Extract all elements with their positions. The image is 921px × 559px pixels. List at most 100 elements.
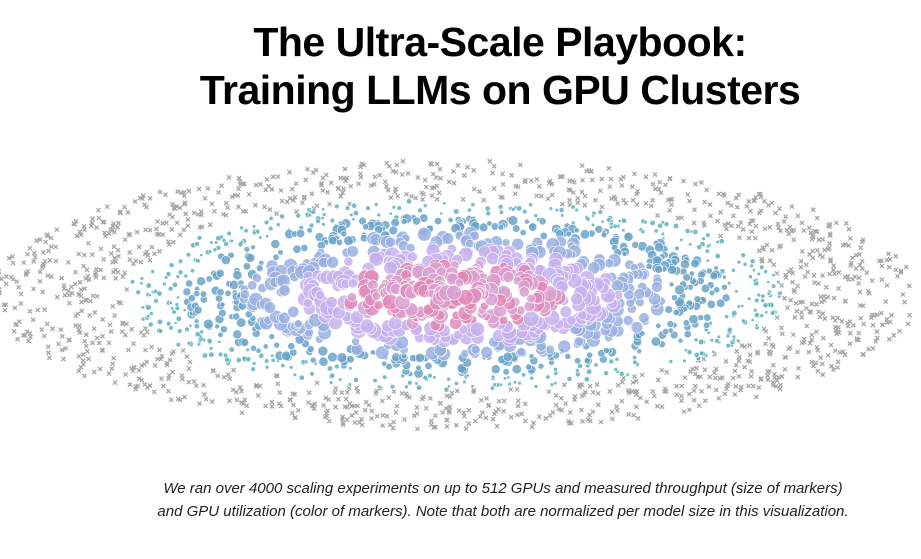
dot-marker (348, 366, 353, 371)
dot-marker (417, 227, 432, 242)
cross-marker (831, 263, 837, 269)
cross-marker (817, 314, 823, 320)
dot-marker (533, 384, 539, 389)
cross-marker (873, 338, 879, 344)
dot-marker (525, 363, 533, 371)
cross-marker (772, 371, 777, 377)
cross-marker (395, 193, 401, 199)
cross-marker (843, 220, 849, 226)
dot-marker (458, 324, 469, 335)
dot-marker (749, 263, 754, 269)
cross-marker (796, 365, 802, 371)
cross-marker (466, 407, 472, 413)
dot-marker (697, 314, 705, 322)
cross-marker (606, 165, 612, 171)
cross-marker (623, 200, 629, 206)
dot-marker (731, 334, 737, 340)
cross-marker (380, 413, 386, 418)
dot-marker (714, 253, 721, 260)
cross-marker (805, 269, 811, 275)
dot-marker (217, 351, 224, 358)
cross-marker (681, 409, 687, 415)
dot-marker (620, 217, 627, 224)
cross-marker (75, 311, 81, 317)
cross-marker (500, 181, 506, 187)
dot-marker (653, 242, 664, 253)
dot-marker (708, 289, 716, 297)
cross-marker (850, 322, 856, 328)
dot-marker (603, 370, 609, 376)
cross-marker (635, 415, 641, 421)
cross-marker (158, 356, 164, 362)
dot-marker (251, 230, 257, 236)
cross-marker (769, 200, 775, 206)
cross-marker (718, 209, 723, 215)
cross-marker (479, 410, 485, 416)
dot-marker (236, 317, 247, 328)
cross-marker (115, 247, 121, 253)
cross-marker (94, 293, 100, 299)
cross-marker (662, 386, 668, 392)
dot-marker (365, 205, 371, 211)
cross-marker (465, 164, 470, 170)
cross-marker (651, 393, 657, 399)
cross-marker (607, 184, 613, 190)
dot-marker (574, 207, 579, 213)
cross-marker (869, 312, 875, 318)
cross-marker (832, 324, 838, 330)
cross-marker (438, 175, 443, 181)
cross-marker (434, 196, 440, 202)
cross-marker (739, 343, 745, 348)
cross-marker (327, 201, 332, 207)
cross-marker (151, 389, 157, 395)
dot-marker (699, 350, 705, 356)
cross-marker (657, 179, 663, 185)
cross-marker (95, 207, 101, 213)
dot-marker (176, 328, 183, 334)
dot-marker (207, 249, 213, 254)
cross-marker (632, 171, 637, 177)
cross-marker (333, 404, 339, 410)
cross-marker (809, 236, 815, 242)
dot-marker (711, 349, 716, 354)
dot-marker (343, 235, 354, 246)
cross-marker (427, 395, 433, 401)
dot-marker (747, 296, 752, 301)
cross-marker (394, 403, 400, 409)
dot-marker (608, 224, 614, 230)
dot-marker (265, 234, 270, 239)
dot-marker (165, 271, 172, 278)
cross-marker (166, 388, 171, 394)
cross-marker (590, 409, 596, 415)
cross-marker (196, 186, 202, 192)
cross-marker (567, 187, 573, 193)
dot-marker (396, 205, 402, 211)
cross-marker (820, 335, 826, 341)
dot-marker (219, 301, 226, 308)
cross-marker (699, 388, 705, 394)
cross-marker (736, 358, 742, 364)
cross-marker (874, 335, 880, 341)
cross-marker (320, 175, 326, 181)
cross-marker (569, 420, 574, 426)
cross-marker (595, 390, 601, 396)
cross-marker (292, 194, 298, 200)
cross-marker (883, 299, 889, 305)
dot-marker (570, 204, 576, 210)
cross-marker (515, 398, 521, 404)
cross-marker (35, 307, 41, 313)
dot-marker (139, 276, 145, 281)
dot-marker (631, 241, 640, 249)
cross-marker (538, 193, 544, 199)
dot-marker (486, 220, 493, 227)
dot-marker (232, 312, 241, 321)
dot-marker (759, 264, 765, 270)
cross-marker (127, 249, 133, 255)
cross-marker (289, 186, 295, 192)
cross-marker (184, 354, 190, 360)
cross-marker (897, 328, 903, 334)
cross-marker (639, 372, 645, 378)
cross-marker (167, 357, 173, 363)
cross-marker (30, 317, 36, 323)
dot-marker (760, 298, 766, 304)
